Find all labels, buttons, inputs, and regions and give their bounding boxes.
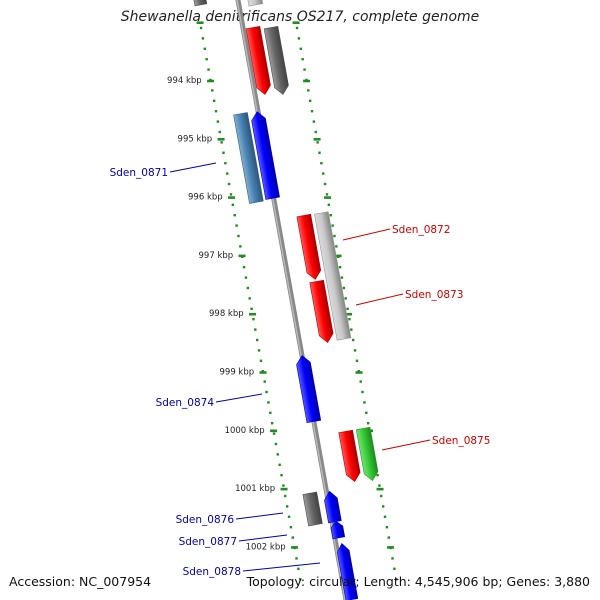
gene-feature[interactable] [314,211,352,341]
gene-feature[interactable] [296,213,322,280]
gene-feature[interactable] [250,110,280,200]
label-leader-line [342,228,391,241]
accession-text: Accession: NC_007954 [9,574,152,589]
gene-feature[interactable] [191,0,208,7]
feature-label[interactable]: Sden_0876 [176,514,235,526]
gene-feature[interactable] [323,490,342,524]
label-leader-line [169,162,217,173]
tick-label: 994 kbp [167,76,202,86]
feature-label[interactable]: Sden_0874 [156,397,215,409]
tick-label: 995 kbp [178,134,213,144]
gene-feature[interactable] [338,429,362,483]
feature-label[interactable]: Sden_0878 [183,566,241,578]
gene-feature[interactable] [295,354,322,424]
tick-label: 998 kbp [209,309,244,319]
feature-label[interactable]: Sden_0871 [110,167,168,179]
tick-label: 1002 kbp [246,542,286,552]
summary-text: Topology: circular; Length: 4,545,906 bp… [246,574,590,589]
gene-feature[interactable] [330,520,346,540]
tick-label: 997 kbp [199,251,234,261]
gene-feature[interactable] [245,25,272,95]
feature-label[interactable]: Sden_0872 [392,224,450,236]
tick-label: 1001 kbp [235,484,275,494]
feature-label[interactable]: Sden_0877 [179,536,237,548]
gene-feature[interactable] [355,426,379,482]
tick-label: 996 kbp [188,193,223,203]
tick-label: 999 kbp [220,368,255,378]
feature-label[interactable]: Sden_0873 [405,289,463,301]
label-leader-line [235,512,284,520]
label-leader-line [238,534,288,542]
tick-label: 1000 kbp [225,426,265,436]
features [191,0,379,600]
label-leader-line [242,562,321,572]
gene-feature[interactable] [245,0,264,7]
label-leader-line [381,439,431,451]
gene-feature[interactable] [233,112,264,204]
gene-feature[interactable] [309,279,335,343]
gene-feature[interactable] [302,491,323,527]
label-leader-line [355,293,404,306]
gene-feature[interactable] [263,25,290,95]
feature-labels: Sden_0871 Sden_0872 Sden_0873 Sden_0874 Sden… [110,162,490,578]
feature-label[interactable]: Sden_0875 [432,435,490,447]
scale-ticks: 994 kbp 995 kbp 996 kbp 997 kbp 998 kbp 999 k… [167,21,398,581]
label-leader-line [215,393,263,403]
map-title: Shewanella denitrificans OS217, complete… [120,9,480,25]
